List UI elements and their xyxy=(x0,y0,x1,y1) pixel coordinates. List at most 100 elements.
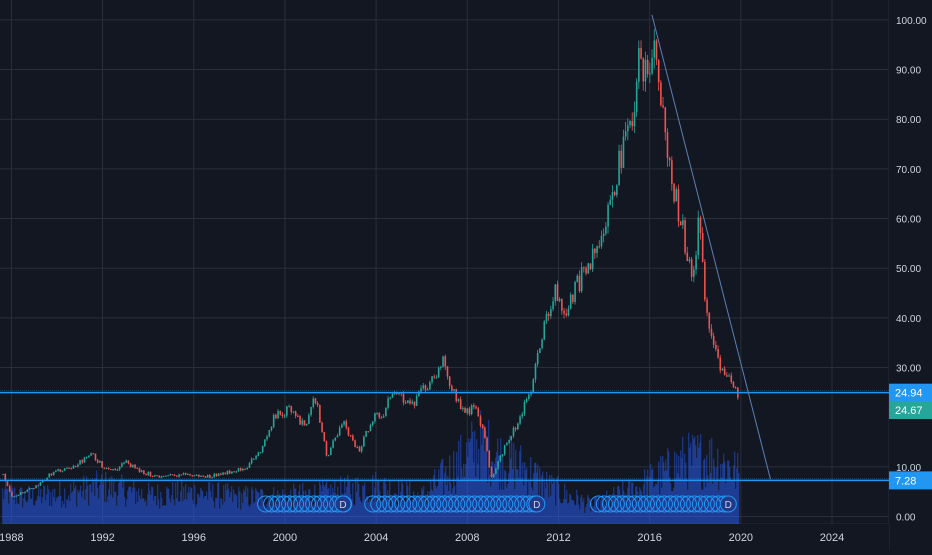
candle-body xyxy=(684,220,686,253)
dividend-marker-ring xyxy=(275,495,293,513)
volume-bar xyxy=(408,498,410,524)
candle-body xyxy=(360,446,363,452)
volume-bar xyxy=(6,488,8,524)
dividend-marker-ring xyxy=(424,495,442,513)
dividend-marker-ring xyxy=(508,495,526,513)
volume-bar xyxy=(628,479,630,524)
price-axis[interactable] xyxy=(889,0,932,524)
candle-body xyxy=(268,430,271,437)
volume-bar xyxy=(113,478,115,524)
candle-body xyxy=(237,468,240,472)
volume-bar xyxy=(195,507,197,524)
candle-body xyxy=(611,192,614,200)
candle-body xyxy=(495,468,497,474)
volume-bar xyxy=(244,491,246,524)
candle-body xyxy=(13,496,15,498)
volume-bar xyxy=(646,476,648,524)
candle-body xyxy=(514,427,517,430)
volume-bar xyxy=(589,499,591,524)
volume-bar xyxy=(640,489,642,524)
trendline[interactable] xyxy=(651,14,771,480)
candle-body xyxy=(512,427,515,437)
volume-bar xyxy=(110,494,112,524)
volume-bar xyxy=(40,488,42,524)
candle-body xyxy=(314,398,317,404)
price-tick-label: 30.00 xyxy=(896,364,921,375)
volume-bar xyxy=(476,439,478,524)
candle-body xyxy=(101,461,103,468)
dividend-marker-label: D xyxy=(725,500,732,511)
volume-bar xyxy=(81,497,83,524)
candle-body xyxy=(431,376,433,383)
volume-bar xyxy=(306,494,308,524)
volume-bar xyxy=(207,499,209,524)
time-axis[interactable] xyxy=(0,524,889,550)
volume-bar xyxy=(679,477,681,524)
horizontal-lines[interactable] xyxy=(0,390,889,482)
volume-bar xyxy=(218,482,220,524)
volume-bar xyxy=(321,491,323,524)
candle-body xyxy=(488,450,491,467)
candle-body xyxy=(389,397,392,399)
dividend-marker-ring xyxy=(412,495,430,513)
volume-bar xyxy=(178,501,180,524)
candle-body xyxy=(99,461,101,463)
volume-bar xyxy=(733,465,735,524)
volume-bar xyxy=(32,488,34,524)
volume-bar xyxy=(164,505,166,524)
volume-bar xyxy=(597,513,599,524)
volume-bar xyxy=(59,480,61,524)
volume-bar xyxy=(301,496,303,524)
time-tick-label: 2012 xyxy=(546,532,570,544)
candle-body xyxy=(580,267,583,292)
volume-bar xyxy=(409,481,411,524)
volume-bar xyxy=(467,456,469,524)
candle-body xyxy=(257,452,260,456)
volume-bar xyxy=(54,488,56,524)
candle-body xyxy=(303,420,306,426)
candle-body xyxy=(85,457,88,459)
volume-bar xyxy=(91,492,93,524)
candle-body xyxy=(613,192,616,196)
candle-body xyxy=(677,189,680,222)
candle-body xyxy=(704,261,706,300)
candle-body xyxy=(679,221,682,226)
candle-body xyxy=(55,470,57,472)
volume-bar xyxy=(523,485,525,524)
candle-body xyxy=(387,398,389,408)
price-badge xyxy=(889,383,932,402)
candle-body xyxy=(602,233,605,236)
volume-bar xyxy=(256,490,258,524)
candle-body xyxy=(231,471,233,474)
candle-body xyxy=(151,476,154,478)
candle-body xyxy=(74,465,77,467)
volume-bar xyxy=(387,489,389,524)
volume-bar xyxy=(214,507,216,524)
volume-bar xyxy=(107,496,109,524)
volume-bar xyxy=(338,503,340,524)
volume-bar xyxy=(611,502,613,524)
volume-bar xyxy=(662,456,664,524)
candle-body xyxy=(323,432,326,442)
volume-bar xyxy=(84,499,86,524)
volume-bar xyxy=(550,495,552,524)
volume-bar xyxy=(5,479,7,524)
candle-body xyxy=(501,454,504,456)
candle-body xyxy=(253,458,255,460)
volume-bar xyxy=(492,461,494,524)
volume-bar xyxy=(469,442,471,524)
volume-bar xyxy=(318,505,320,524)
volume-bar xyxy=(223,485,225,524)
volume-bar xyxy=(250,504,252,524)
volume-bar xyxy=(170,502,172,524)
volume-bar xyxy=(471,421,473,524)
candle-body xyxy=(499,455,502,462)
volume-bar xyxy=(313,504,315,524)
volume-bar xyxy=(486,443,488,524)
volume-bar xyxy=(362,485,364,524)
candle-body xyxy=(363,436,365,447)
